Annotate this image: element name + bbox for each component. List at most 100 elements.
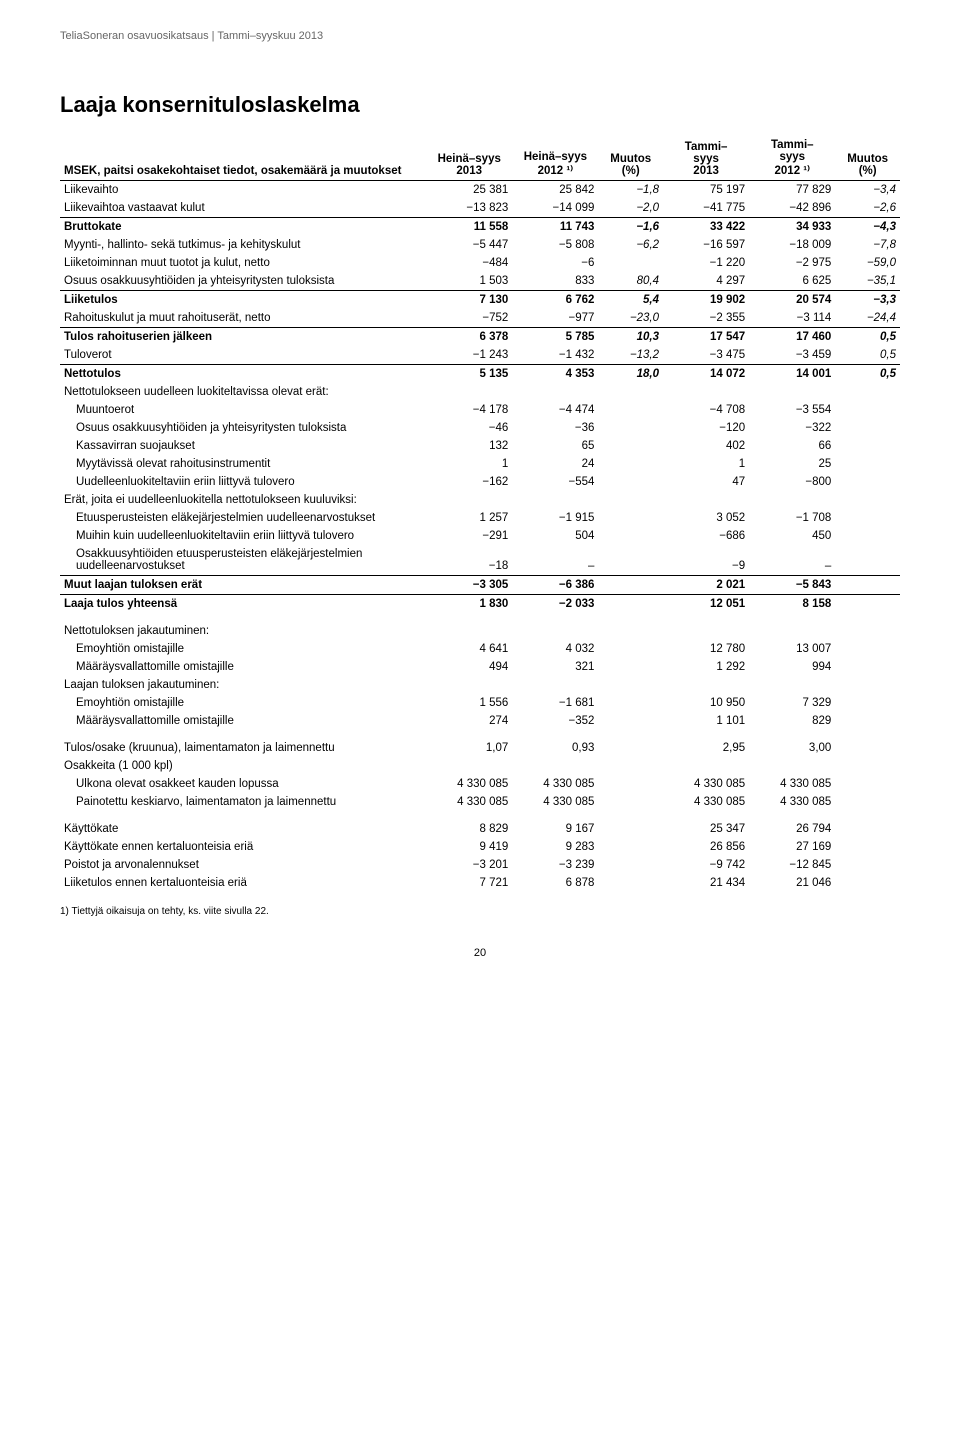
cell: 1 101 — [663, 712, 749, 730]
cell — [835, 491, 900, 509]
cell: −7,8 — [835, 236, 900, 254]
cell: −322 — [749, 419, 835, 437]
cell — [598, 383, 663, 401]
cell — [598, 775, 663, 793]
row-label: Nettotuloksen jakautuminen: — [60, 613, 426, 640]
row-label: Määräysvallattomille omistajille — [60, 658, 426, 676]
cell: 26 856 — [663, 838, 749, 856]
cell: 11 558 — [426, 218, 512, 237]
row-label: Liiketulos ennen kertaluonteisia eriä — [60, 874, 426, 892]
cell — [598, 254, 663, 272]
cell: 14 001 — [749, 365, 835, 384]
cell: 33 422 — [663, 218, 749, 237]
col-h3: Muutos(%) — [598, 136, 663, 181]
row-label: Muihin kuin uudelleenluokiteltaviin erii… — [60, 527, 426, 545]
cell: −1 220 — [663, 254, 749, 272]
cell — [598, 419, 663, 437]
cell: 18,0 — [598, 365, 663, 384]
cell: 3,00 — [749, 730, 835, 757]
row-label: Bruttokate — [60, 218, 426, 237]
cell: −2,0 — [598, 199, 663, 218]
table-row: Käyttökate ennen kertaluonteisia eriä9 4… — [60, 838, 900, 856]
cell: 14 072 — [663, 365, 749, 384]
cell — [426, 676, 512, 694]
cell: −4 708 — [663, 401, 749, 419]
cell: 5,4 — [598, 291, 663, 310]
cell: 75 197 — [663, 181, 749, 200]
table-row: Liiketulos7 1306 7625,419 90220 574−3,3 — [60, 291, 900, 310]
row-label: Muut laajan tuloksen erät — [60, 576, 426, 595]
cell: −59,0 — [835, 254, 900, 272]
cell: −3 305 — [426, 576, 512, 595]
cell: 20 574 — [749, 291, 835, 310]
cell — [749, 491, 835, 509]
cell — [835, 730, 900, 757]
col-h6: Muutos(%) — [835, 136, 900, 181]
cell: 0,93 — [512, 730, 598, 757]
cell: −3,3 — [835, 291, 900, 310]
cell — [598, 401, 663, 419]
cell: −23,0 — [598, 309, 663, 328]
cell — [598, 874, 663, 892]
cell: −12 845 — [749, 856, 835, 874]
cell: −1,6 — [598, 218, 663, 237]
table-row: Tuloverot−1 243−1 432−13,2−3 475−3 4590,… — [60, 346, 900, 365]
row-label: Ulkona olevat osakkeet kauden lopussa — [60, 775, 426, 793]
cell — [749, 383, 835, 401]
cell — [835, 811, 900, 838]
cell: 7 130 — [426, 291, 512, 310]
table-row: Liiketoiminnan muut tuotot ja kulut, net… — [60, 254, 900, 272]
cell: −120 — [663, 419, 749, 437]
cell — [426, 491, 512, 509]
cell: −24,4 — [835, 309, 900, 328]
cell — [426, 383, 512, 401]
cell: −3 114 — [749, 309, 835, 328]
table-row: Emoyhtiön omistajille4 6414 03212 78013 … — [60, 640, 900, 658]
cell — [749, 757, 835, 775]
cell: 6 378 — [426, 328, 512, 347]
footnote: 1) Tiettyjä oikaisuja on tehty, ks. viit… — [60, 906, 900, 917]
cell — [598, 527, 663, 545]
cell: −36 — [512, 419, 598, 437]
table-row: Laaja tulos yhteensä1 830−2 03312 0518 1… — [60, 595, 900, 614]
cell: −977 — [512, 309, 598, 328]
cell: −1 708 — [749, 509, 835, 527]
cell: 8 829 — [426, 811, 512, 838]
cell — [598, 595, 663, 614]
cell: −162 — [426, 473, 512, 491]
cell: 3 052 — [663, 509, 749, 527]
cell: 4 353 — [512, 365, 598, 384]
cell — [835, 658, 900, 676]
cell — [835, 473, 900, 491]
cell: −9 — [663, 545, 749, 576]
cell — [835, 595, 900, 614]
cell: 6 878 — [512, 874, 598, 892]
cell: – — [749, 545, 835, 576]
cell: 7 721 — [426, 874, 512, 892]
cell — [598, 856, 663, 874]
table-row: Liikevaihto25 38125 842−1,875 19777 829−… — [60, 181, 900, 200]
cell: 21 046 — [749, 874, 835, 892]
cell — [512, 676, 598, 694]
cell — [835, 383, 900, 401]
cell: 26 794 — [749, 811, 835, 838]
col-h2: Heinä–syys2012 ¹⁾ — [512, 136, 598, 181]
table-row: Ulkona olevat osakkeet kauden lopussa 4 3… — [60, 775, 900, 793]
table-row: Rahoituskulut ja muut rahoituserät, nett… — [60, 309, 900, 328]
row-label: Etuusperusteisten eläkejärjestelmien uud… — [60, 509, 426, 527]
cell: 4 330 085 — [749, 775, 835, 793]
table-row: Tulos/osake (kruunua), laimentamaton ja … — [60, 730, 900, 757]
cell: 833 — [512, 272, 598, 291]
cell: 17 547 — [663, 328, 749, 347]
row-label: Poistot ja arvonalennukset — [60, 856, 426, 874]
cell: 65 — [512, 437, 598, 455]
table-row: Osuus osakkuusyhtiöiden ja yhteisyrityst… — [60, 419, 900, 437]
table-row: Osuus osakkuusyhtiöiden ja yhteisyrityst… — [60, 272, 900, 291]
cell — [598, 437, 663, 455]
table-row: Myynti-, hallinto- sekä tutkimus- ja keh… — [60, 236, 900, 254]
cell: 8 158 — [749, 595, 835, 614]
cell: −5 843 — [749, 576, 835, 595]
cell — [663, 676, 749, 694]
cell: 4 330 085 — [663, 775, 749, 793]
cell — [835, 527, 900, 545]
